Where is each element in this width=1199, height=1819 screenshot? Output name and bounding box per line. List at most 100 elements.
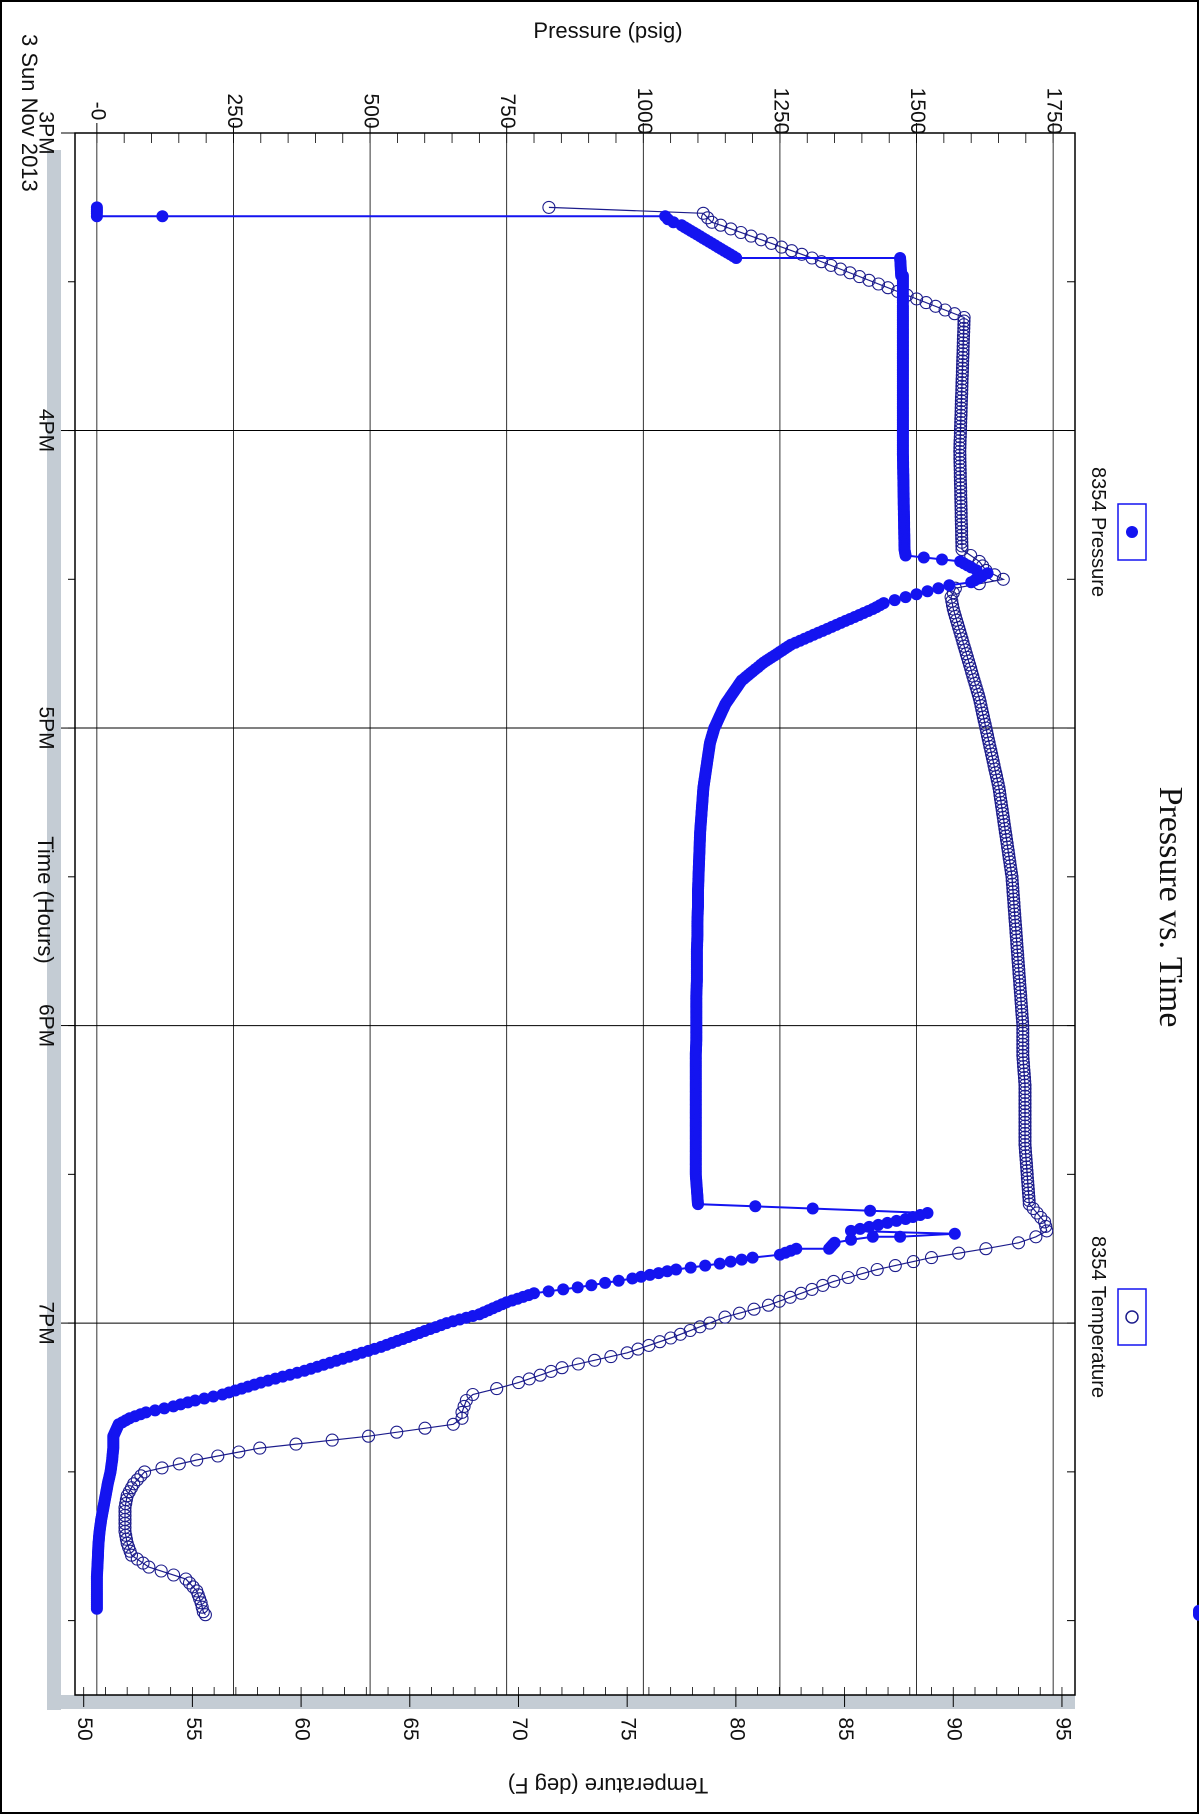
temperature-point [673, 1327, 687, 1341]
temperature-point [1013, 978, 1027, 992]
temperature-point [1019, 1156, 1033, 1170]
temperature-point [1018, 1115, 1032, 1129]
temperature-point [1006, 888, 1020, 902]
temperature-point [953, 441, 967, 455]
temperature-point [1007, 892, 1021, 906]
temperature-point [955, 376, 969, 390]
temperature-point [705, 215, 719, 229]
temperature-point [852, 270, 867, 284]
plot-border [74, 132, 1076, 1696]
plot-background [75, 165, 1075, 1695]
temperature-point [1038, 1215, 1052, 1229]
pressure-point [1193, 1608, 1199, 1621]
pressure-point [965, 576, 978, 589]
temperature-point [1022, 1193, 1036, 1207]
temperature-point [952, 1246, 966, 1260]
temperature-point [954, 415, 968, 429]
pressure-point [936, 553, 948, 566]
temperature-point [954, 488, 968, 502]
pressure-point [542, 1285, 555, 1298]
pressure-point [917, 551, 930, 564]
temperature-point [1009, 926, 1023, 940]
temperature-point [955, 524, 969, 538]
temperature-point [693, 1320, 707, 1334]
temperature-point [253, 1441, 267, 1455]
temperature-point [993, 788, 1007, 802]
temperature-point [841, 1270, 855, 1285]
temperature-point [1018, 1130, 1032, 1144]
temperature-point [542, 200, 556, 214]
temperature-point [155, 1461, 169, 1475]
pressure-point [932, 582, 945, 595]
temperature-point [998, 821, 1012, 836]
temperature-point [956, 347, 970, 361]
temperature-point [1018, 1123, 1032, 1137]
temperature-point [1016, 1019, 1030, 1033]
temperature-point [992, 784, 1007, 798]
temperature-point [870, 1262, 884, 1277]
temperature-point [1013, 981, 1027, 995]
temperature-point [919, 296, 933, 310]
temperature-point [996, 572, 1010, 586]
temperature-point [1007, 903, 1021, 917]
temperature-point [954, 404, 968, 419]
temperature-point [390, 1425, 404, 1439]
temperature-point [955, 379, 969, 393]
temperature-point [446, 1417, 460, 1431]
temperature-point [1016, 1033, 1030, 1047]
temperature-point [1016, 1048, 1030, 1062]
temperature-point [361, 1429, 376, 1443]
legend-pressure-marker [1126, 526, 1138, 538]
temperature-point [954, 390, 969, 404]
pressure-point [943, 579, 956, 592]
temperature-point [325, 1433, 339, 1447]
temperature-point [954, 502, 968, 517]
temperature-point [955, 368, 969, 382]
temperature-point [953, 455, 967, 469]
temperature-point [232, 1445, 246, 1459]
temperature-point [1010, 933, 1024, 947]
temperature-point [953, 444, 967, 458]
temperature-point [1018, 1082, 1032, 1096]
temperature-point [929, 299, 943, 313]
temperature-point [1018, 1134, 1032, 1148]
time-tick-label: 4PM [34, 409, 57, 452]
temperature-point [1020, 1164, 1034, 1178]
temperature-point [924, 1251, 939, 1265]
pressure-point [167, 1400, 180, 1413]
temperature-point [979, 1242, 993, 1256]
temperature-point [1002, 847, 1016, 862]
temperature-point [1039, 1219, 1053, 1233]
temperature-tick-label: 50 [73, 1717, 96, 1740]
temperature-tick-label: 95 [1051, 1717, 1074, 1740]
pressure-point [910, 588, 923, 601]
temperature-point [455, 1405, 469, 1419]
legend-temperature-marker [1125, 1310, 1139, 1324]
pressure-tick-label: 1250 [769, 88, 792, 135]
pressure-tick-label: 1500 [906, 88, 929, 135]
pressure-point [899, 1213, 912, 1225]
pressure-point [823, 1242, 836, 1255]
temperature-point [459, 1393, 473, 1408]
pressure-point [899, 591, 912, 604]
temperature-point [1021, 1182, 1035, 1196]
temperature-point [747, 1302, 761, 1316]
temperature-point [954, 495, 968, 509]
temperature-point [1020, 1171, 1034, 1185]
temperature-point [1011, 955, 1025, 969]
rotated-chart-group [47, 123, 1199, 1710]
pressure-point [156, 210, 169, 223]
temperature-point [198, 1608, 212, 1622]
temperature-point [1022, 1197, 1036, 1211]
pressure-point [149, 1404, 162, 1417]
temperature-point [455, 1411, 469, 1425]
temperature-point [953, 466, 967, 480]
temperature-point [1014, 996, 1028, 1010]
pressure-point [735, 1253, 748, 1266]
temperature-point [195, 1600, 209, 1614]
temperature-point [954, 513, 968, 527]
temperature-point [142, 1560, 156, 1574]
pressure-point [216, 1388, 229, 1401]
temperature-point [1015, 1004, 1029, 1018]
temperature-series [118, 200, 1054, 1622]
